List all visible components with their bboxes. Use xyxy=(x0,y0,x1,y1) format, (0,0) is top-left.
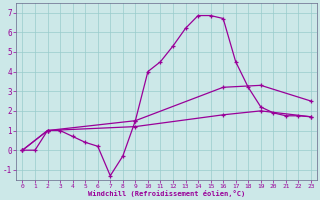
X-axis label: Windchill (Refroidissement éolien,°C): Windchill (Refroidissement éolien,°C) xyxy=(88,190,245,197)
